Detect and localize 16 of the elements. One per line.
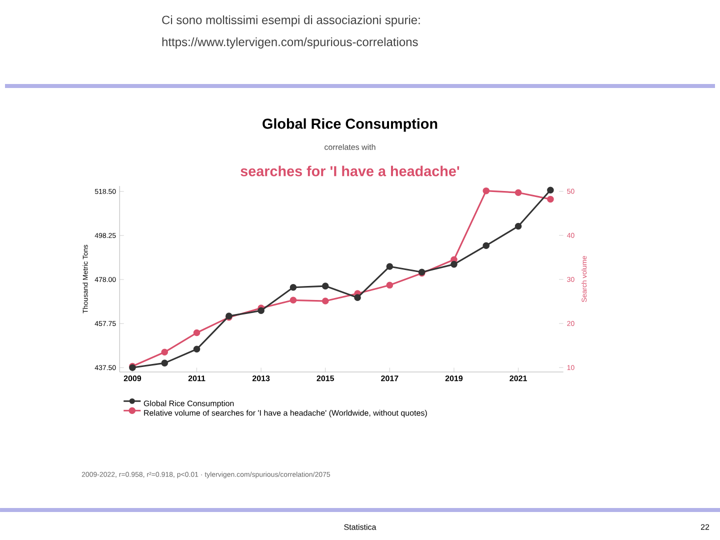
x-tick-label: 2021 <box>510 376 527 382</box>
text: Ci sono moltissimi esempi di associazioni spurie: <box>162 15 420 27</box>
legend-label: Global Rice Consumption <box>144 400 234 408</box>
legend-label: Relative volume of searches for 'I have a headache' (Worldwide, without quotes) <box>144 410 427 418</box>
x-tick-label: 2019 <box>445 376 463 382</box>
text: 22 <box>700 524 710 530</box>
text: searches for 'I have a headache' <box>240 166 460 176</box>
x-tick-label: 2009 <box>124 376 142 382</box>
x-tick-label: 2013 <box>252 376 270 382</box>
chart-title: Global Rice Consumption <box>262 118 438 132</box>
text: https://www.tylervigen.com/spurious-correlations <box>162 37 418 49</box>
text: Statistica <box>344 524 376 530</box>
x-tick-label: 2017 <box>381 376 398 382</box>
x-tick-label: 2011 <box>188 376 206 382</box>
x-tick-label: 2015 <box>316 376 334 382</box>
chart-subtitle: correlates with <box>324 144 376 150</box>
